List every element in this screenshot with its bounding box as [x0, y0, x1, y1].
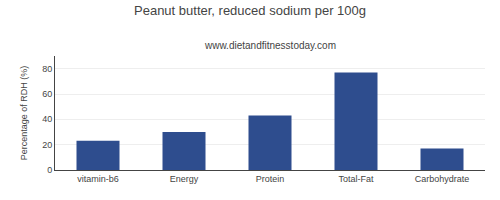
svg-text:80: 80	[42, 64, 52, 74]
svg-text:Peanut butter, reduced sodium: Peanut butter, reduced sodium per 100g	[134, 3, 366, 18]
svg-text:Carbohydrate: Carbohydrate	[415, 174, 470, 184]
svg-text:60: 60	[42, 89, 52, 99]
svg-text:20: 20	[42, 140, 52, 150]
svg-text:Energy: Energy	[170, 174, 199, 184]
svg-text:40: 40	[42, 114, 52, 124]
svg-text:Protein: Protein	[256, 174, 285, 184]
svg-text:vitamin-b6: vitamin-b6	[77, 174, 119, 184]
svg-text:Total-Fat: Total-Fat	[338, 174, 374, 184]
svg-text:www.dietandfitnesstoday.com: www.dietandfitnesstoday.com	[204, 40, 336, 51]
svg-text:Percentage of RDH (%): Percentage of RDH (%)	[19, 66, 29, 161]
svg-text:0: 0	[47, 165, 52, 175]
